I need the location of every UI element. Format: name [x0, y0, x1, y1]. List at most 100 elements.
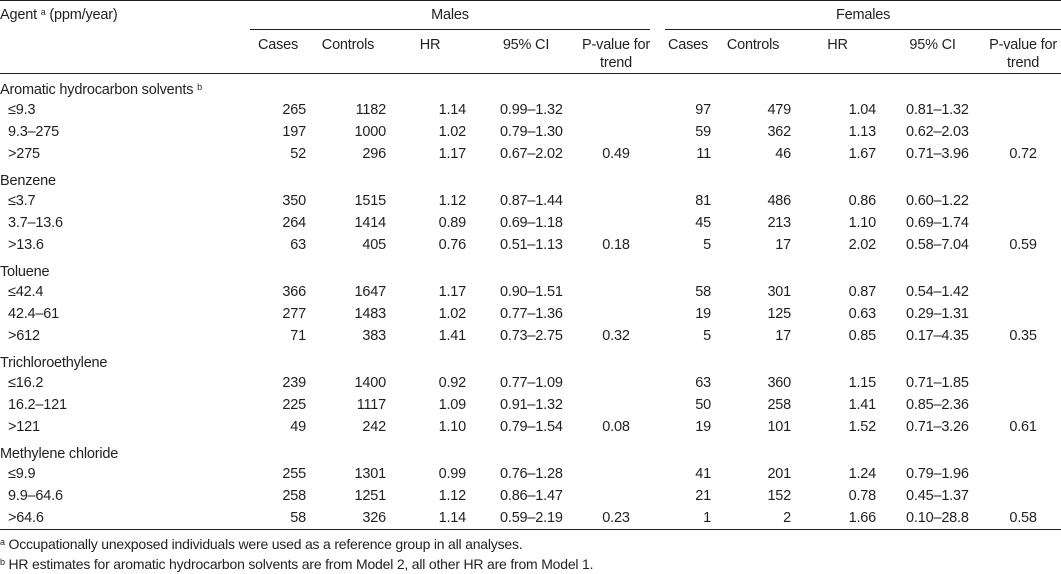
females-hr-cell: 2.02 [848, 236, 877, 253]
females-controls-cell: 213 [767, 214, 792, 231]
males-hr-cell: 1.09 [438, 396, 467, 413]
footnote-text: HR estimates for aromatic hydrocarbon so… [8, 556, 594, 572]
exposure-level: >275 [8, 145, 40, 162]
table-row: >275 52 296 1.17 0.67–2.02 0.49 11 46 1.67 0.71–3… [0, 143, 1061, 165]
females-controls-cell: 362 [767, 123, 792, 140]
males-p-value-cell: 0.32 [602, 327, 630, 344]
males-controls-cell: 1647 [354, 283, 387, 300]
males-controls-cell: 1483 [354, 305, 387, 322]
agent-name: Trichloroethylene [0, 347, 1061, 372]
females-hr-cell: 1.24 [848, 465, 877, 482]
females-hr-cell: 0.86 [848, 192, 877, 209]
males-p-value-cell [582, 281, 650, 303]
group-gap [650, 507, 666, 530]
table-row: >121 49 242 1.10 0.79–1.54 0.08 19 101 1.52 0.71–… [0, 416, 1061, 438]
females-ci-header: 95% CI [880, 29, 986, 74]
females-cases-cell: 45 [695, 214, 712, 231]
males-p-value-cell: 0.49 [602, 145, 630, 162]
males-cases-cell: 225 [282, 396, 306, 413]
males-cases-cell: 49 [290, 418, 306, 435]
table-row: 9.9–64.6 258 1251 1.12 0.86–1.47 21 152 0.78 0.4… [0, 485, 1061, 507]
males-p-value-cell [582, 485, 650, 507]
males-ci-cell: 0.90–1.51 [500, 283, 563, 300]
males-cases-cell: 71 [290, 327, 306, 344]
exposure-level: >612 [8, 327, 40, 344]
males-cases-cell: 197 [282, 123, 306, 140]
females-controls-cell: 17 [775, 327, 792, 344]
females-ci-cell: 0.60–1.22 [906, 192, 969, 209]
males-p-value-header: P-value for trend [582, 29, 650, 74]
females-controls-header: Controls [715, 29, 796, 74]
table-row: >13.6 63 405 0.76 0.51–1.13 0.18 5 17 2.02 0.58–7… [0, 234, 1061, 256]
males-controls-cell: 326 [310, 507, 390, 530]
females-controls-cell: 152 [767, 487, 792, 504]
females-hr-cell: 1.41 [848, 396, 877, 413]
males-ci-cell: 0.77–1.09 [500, 374, 563, 391]
females-ci-cell: 0.79–1.96 [906, 465, 969, 482]
males-cases-cell: 277 [282, 305, 306, 322]
males-hr-cell: 1.02 [438, 305, 467, 322]
males-controls-header: Controls [310, 29, 390, 74]
males-controls-cell: 1000 [354, 123, 387, 140]
females-hr-cell: 1.52 [848, 418, 877, 435]
females-controls-cell: 479 [767, 101, 792, 118]
agent-name: Toluene [0, 256, 1061, 281]
males-ci-cell: 0.59–2.19 [470, 507, 582, 530]
males-ci-cell: 0.77–1.36 [500, 305, 563, 322]
agent-category-row: Methylene chloride [0, 438, 1061, 463]
table-row: 9.3–275 197 1000 1.02 0.79–1.30 59 362 1.13 0.62… [0, 121, 1061, 143]
males-cases-cell: 239 [282, 374, 306, 391]
footnote-b: b HR estimates for aromatic hydrocarbon … [0, 554, 1061, 574]
males-ci-cell: 0.51–1.13 [500, 236, 563, 253]
hazard-ratio-table: Agent a (ppm/year) Males Females Cases Co… [0, 0, 1061, 530]
males-controls-cell: 1400 [354, 374, 387, 391]
females-hr-cell: 1.13 [848, 123, 877, 140]
males-p-value-cell: 0.23 [582, 507, 651, 530]
males-controls-cell: 405 [362, 236, 386, 253]
females-p-value-cell [985, 99, 1061, 121]
males-p-value-cell: 0.18 [602, 236, 630, 253]
males-ci-cell: 0.79–1.54 [500, 418, 563, 435]
females-hr-cell: 1.66 [795, 507, 881, 530]
females-controls-cell: 2 [715, 507, 796, 530]
males-cases-cell: 255 [282, 465, 306, 482]
agent-label: Agent [0, 6, 37, 23]
females-cases-cell: 19 [695, 305, 712, 322]
males-ci-cell: 0.79–1.30 [500, 123, 563, 140]
males-p-value-cell: 0.08 [602, 418, 630, 435]
females-cases-cell: 58 [695, 283, 712, 300]
males-ci-cell: 0.69–1.18 [500, 214, 563, 231]
agent-name-text: Benzene [0, 173, 56, 189]
females-cases-cell: 41 [695, 465, 712, 482]
exposure-level: >13.6 [8, 236, 44, 253]
table-row: >612 71 383 1.41 0.73–2.75 0.32 5 17 0.85 0.17–4.… [0, 325, 1061, 347]
exposure-level: >64.6 [0, 507, 250, 530]
females-cases-cell: 97 [695, 101, 712, 118]
males-p-value-cell [582, 99, 650, 121]
females-cases-cell: 63 [695, 374, 712, 391]
females-ci-cell: 0.85–2.36 [906, 396, 969, 413]
males-hr-cell: 1.02 [438, 123, 467, 140]
females-p-value-cell: 0.72 [1009, 145, 1037, 162]
males-hr-cell: 1.12 [438, 487, 467, 504]
group-gap [650, 372, 665, 394]
females-ci-cell: 0.69–1.74 [906, 214, 969, 231]
exposure-level: ≤9.9 [8, 465, 36, 482]
males-p-value-cell [582, 303, 650, 325]
males-cases-cell: 63 [290, 236, 306, 253]
females-p-value-cell [985, 485, 1061, 507]
males-ci-cell: 0.87–1.44 [500, 192, 563, 209]
females-hr-cell: 1.67 [848, 145, 877, 162]
males-hr-cell: 0.76 [438, 236, 467, 253]
females-p-value-cell [985, 190, 1061, 212]
group-gap [650, 29, 666, 74]
females-p-value-cell: 0.35 [1009, 327, 1037, 344]
females-ci-cell: 0.71–3.96 [906, 145, 969, 162]
females-p-value-cell: 0.58 [985, 507, 1061, 530]
exposure-level: ≤3.7 [8, 192, 36, 209]
group-gap [650, 325, 665, 347]
males-hr-cell: 0.89 [438, 214, 467, 231]
table-row: 16.2–121 225 1117 1.09 0.91–1.32 50 258 1.41 0.8… [0, 394, 1061, 416]
group-gap [650, 143, 665, 165]
